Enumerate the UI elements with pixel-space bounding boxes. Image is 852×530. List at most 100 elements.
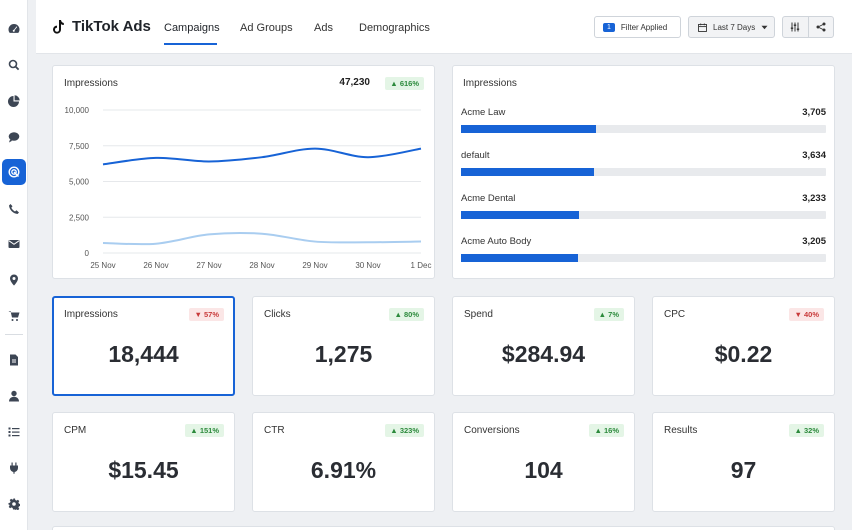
- x-tick-label: 30 Nov: [355, 261, 380, 270]
- metric-card-conversions[interactable]: Conversions ▲ 16% 104: [452, 412, 635, 512]
- search-icon[interactable]: [3, 54, 25, 76]
- metric-change-value: 7%: [608, 310, 619, 319]
- app-title: TikTok Ads: [72, 18, 151, 35]
- filter-label: Filter Applied: [620, 22, 668, 32]
- breakdown-track: [461, 168, 826, 176]
- metric-change-value: 32%: [803, 426, 819, 435]
- metric-card-cpm[interactable]: CPM ▲ 151% $15.45: [52, 412, 235, 512]
- document-icon[interactable]: [3, 349, 25, 371]
- metric-change-value: 323%: [399, 426, 419, 435]
- column-settings-button[interactable]: [783, 17, 808, 37]
- share-icon: [816, 22, 826, 32]
- filter-applied-button[interactable]: 1 Filter Applied: [594, 16, 681, 38]
- metric-card-clicks[interactable]: Clicks ▲ 80% 1,275: [252, 296, 435, 396]
- metric-title: Spend: [464, 309, 493, 320]
- sidebar: [0, 0, 28, 530]
- user-icon[interactable]: [3, 385, 25, 407]
- breakdown-label: default: [461, 150, 490, 161]
- chat-icon[interactable]: [3, 126, 25, 148]
- filter-count-badge: 1: [603, 22, 615, 32]
- tab-ad-groups[interactable]: Ad Groups: [240, 22, 293, 34]
- date-range-dropdown[interactable]: Last 7 Days: [688, 16, 775, 38]
- chevron-down-icon: [761, 25, 768, 29]
- metric-value: 104: [524, 457, 563, 483]
- chart-change-badge: ▲ 616%: [385, 77, 424, 90]
- tab-campaigns[interactable]: Campaigns: [164, 22, 220, 34]
- metric-card-spend[interactable]: Spend ▲ 7% $284.94: [452, 296, 635, 396]
- chart-total-value: 47,230: [339, 77, 370, 88]
- y-tick-label: 7,500: [69, 142, 90, 151]
- metric-title: Clicks: [264, 309, 291, 320]
- metric-card-ctr[interactable]: CTR ▲ 323% 6.91%: [252, 412, 435, 512]
- next-card-edge: [52, 526, 835, 530]
- metric-change-badge: ▲ 16%: [589, 424, 624, 437]
- metric-change-badge: ▼ 57%: [189, 308, 224, 321]
- brand: TikTok Ads: [52, 18, 151, 35]
- metric-title: Results: [664, 425, 698, 436]
- x-tick-label: 1 Dec: [411, 261, 432, 270]
- metric-change-badge: ▲ 7%: [593, 308, 624, 321]
- dashboard-icon[interactable]: [3, 18, 25, 40]
- y-tick-label: 10,000: [65, 106, 90, 115]
- share-button[interactable]: [807, 17, 834, 37]
- mail-icon[interactable]: [3, 233, 25, 255]
- impressions-breakdown-card: Impressions Acme Law 3,705 default 3,634…: [452, 65, 835, 279]
- metric-change-value: 80%: [403, 310, 419, 319]
- phone-icon[interactable]: [3, 198, 25, 220]
- metric-change-value: 57%: [203, 310, 219, 319]
- metric-card-results[interactable]: Results ▲ 32% 97: [652, 412, 835, 512]
- breakdown-bar: [461, 125, 597, 133]
- metric-card-cpc[interactable]: CPC ▼ 40% $0.22: [652, 296, 835, 396]
- breakdown-track: [461, 211, 826, 219]
- metric-title: Conversions: [464, 425, 520, 436]
- chart-card-title: Impressions: [64, 78, 118, 89]
- metric-title: Impressions: [64, 309, 118, 320]
- calendar-icon: [698, 22, 707, 32]
- breakdown-value: 3,233: [802, 193, 826, 204]
- toolbar-icon-group: [782, 16, 834, 38]
- tab-demographics[interactable]: Demographics: [359, 22, 430, 34]
- x-tick-label: 28 Nov: [249, 261, 274, 270]
- breakdown-label: Acme Dental: [461, 193, 516, 204]
- tiktok-target-icon[interactable]: [2, 159, 26, 185]
- breakdown-bar: [461, 254, 578, 262]
- series-line-1: [102, 147, 422, 166]
- breakdown-card-title: Impressions: [463, 78, 517, 89]
- impressions-line-chart: 10,000 7,500 5,000 2,500 025 Nov 26 Nov 27 Nov…: [65, 106, 432, 270]
- impressions-chart-card: Impressions 47,230 ▲ 616% 10,000 7,500 5,0…: [52, 65, 435, 279]
- location-pin-icon[interactable]: [3, 269, 25, 291]
- breakdown-value: 3,634: [802, 150, 826, 161]
- tab-ads[interactable]: Ads: [314, 22, 333, 34]
- pie-chart-icon[interactable]: [3, 90, 25, 112]
- metric-change-badge: ▲ 323%: [385, 424, 424, 437]
- gear-icon[interactable]: [3, 493, 25, 515]
- breakdown-value: 3,205: [802, 236, 826, 247]
- breakdown-track: [461, 254, 826, 262]
- metric-change-value: 16%: [603, 426, 619, 435]
- cart-icon[interactable]: [3, 305, 25, 327]
- top-bar: TikTok Ads Campaigns Ad Groups Ads Demog…: [36, 0, 852, 54]
- metric-card-impressions[interactable]: Impressions ▼ 57% 18,444: [52, 296, 235, 396]
- metric-value: 18,444: [108, 341, 179, 367]
- active-tab-indicator: [164, 43, 217, 45]
- x-tick-label: 27 Nov: [196, 261, 221, 270]
- metric-value: $0.22: [714, 341, 773, 367]
- list-icon[interactable]: [3, 421, 25, 443]
- y-tick-label: 0: [85, 249, 90, 258]
- x-tick-label: 26 Nov: [143, 261, 168, 270]
- metric-value: 1,275: [314, 341, 373, 367]
- metric-change-value: 151%: [199, 426, 219, 435]
- sidebar-divider: [5, 334, 23, 335]
- y-tick-label: 5,000: [69, 178, 90, 187]
- metric-change-value: 40%: [803, 310, 819, 319]
- tiktok-logo-icon: [53, 19, 64, 34]
- breakdown-value: 3,705: [802, 107, 826, 118]
- metric-value: 6.91%: [310, 457, 377, 483]
- series-line-2: [102, 231, 422, 246]
- breakdown-bar: [461, 211, 579, 219]
- plug-icon[interactable]: [3, 457, 25, 479]
- metric-change-badge: ▲ 80%: [389, 308, 424, 321]
- metric-value: $284.94: [501, 341, 586, 367]
- metric-change-badge: ▲ 32%: [789, 424, 824, 437]
- breakdown-label: Acme Auto Body: [461, 236, 532, 247]
